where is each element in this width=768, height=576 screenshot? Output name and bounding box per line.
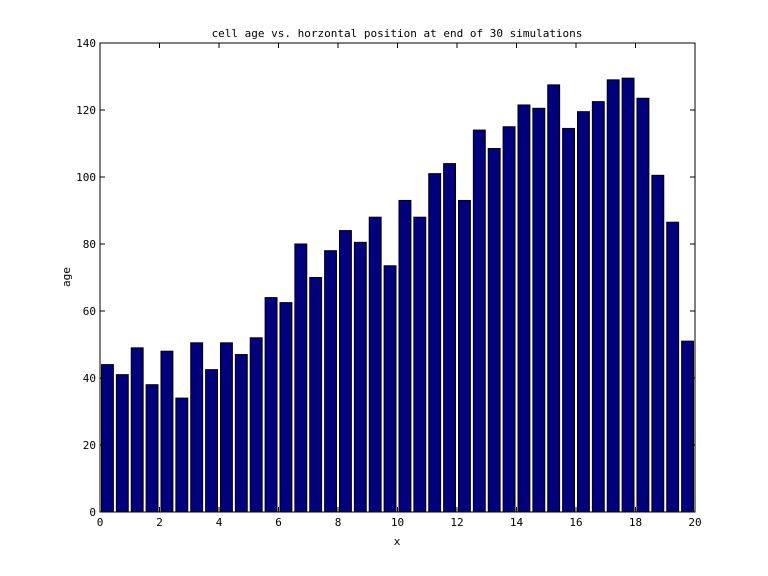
bar-5 <box>175 397 189 513</box>
bar-0 <box>100 364 114 513</box>
x-tick-label-10: 20 <box>688 516 701 529</box>
bar-9 <box>234 354 248 513</box>
x-tick-label-0: 0 <box>97 516 104 529</box>
y-axis-label: age <box>60 267 73 287</box>
bars-group <box>100 77 695 513</box>
y-tick-label-3: 60 <box>83 305 96 318</box>
bar-12 <box>279 302 293 513</box>
x-tick-label-3: 6 <box>275 516 282 529</box>
bar-13 <box>294 243 308 513</box>
bar-25 <box>472 129 486 513</box>
bar-26 <box>487 148 501 513</box>
x-axis-label: x <box>394 535 401 548</box>
bar-17 <box>353 241 367 513</box>
bar-24 <box>457 199 471 513</box>
bar-11 <box>264 297 278 513</box>
y-tick-label-5: 100 <box>76 171 96 184</box>
bar-35 <box>621 77 635 513</box>
bar-3 <box>145 384 159 513</box>
y-tick-label-4: 80 <box>83 238 96 251</box>
ticks-group: 0 2 4 6 8 10 12 14 16 18 20 0 20 40 60 80 100 120 140 <box>76 37 702 529</box>
x-tick-label-7: 14 <box>510 516 524 529</box>
bar-30 <box>547 84 561 513</box>
bar-8 <box>219 342 233 513</box>
chart-title: cell age vs. horzontal position at end o… <box>212 27 583 40</box>
bar-18 <box>368 216 382 513</box>
x-tick-label-9: 18 <box>629 516 642 529</box>
y-tick-label-0: 0 <box>89 506 96 519</box>
y-tick-label-2: 40 <box>83 372 96 385</box>
bar-6 <box>190 342 204 513</box>
bar-2 <box>130 347 144 513</box>
bar-38 <box>666 221 680 513</box>
x-tick-label-2: 4 <box>216 516 223 529</box>
bar-39 <box>681 340 695 513</box>
bar-37 <box>651 174 665 513</box>
bar-4 <box>160 350 174 513</box>
x-tick-label-6: 12 <box>450 516 463 529</box>
bar-22 <box>428 173 442 513</box>
y-tick-label-1: 20 <box>83 439 96 452</box>
plot-area <box>100 43 695 512</box>
bar-33 <box>591 101 605 513</box>
bar-16 <box>338 230 352 513</box>
bar-28 <box>517 104 531 513</box>
bar-29 <box>532 107 546 513</box>
bar-31 <box>562 127 576 513</box>
bar-14 <box>309 277 323 513</box>
bar-32 <box>576 111 590 513</box>
bar-27 <box>502 126 516 513</box>
x-tick-label-8: 16 <box>569 516 582 529</box>
x-tick-label-5: 10 <box>391 516 404 529</box>
bar-36 <box>636 97 650 513</box>
bar-34 <box>606 79 620 513</box>
bar-1 <box>115 374 129 513</box>
bar-21 <box>413 216 427 513</box>
y-tick-label-7: 140 <box>76 37 96 50</box>
x-tick-label-4: 8 <box>335 516 342 529</box>
bar-15 <box>324 250 338 513</box>
bar-23 <box>443 163 457 513</box>
bar-7 <box>205 369 219 513</box>
y-tick-label-6: 120 <box>76 104 96 117</box>
bar-19 <box>383 265 397 513</box>
bar-20 <box>398 199 412 513</box>
plot-frame <box>99 42 696 513</box>
bar-10 <box>249 337 263 513</box>
x-tick-label-1: 2 <box>156 516 163 529</box>
